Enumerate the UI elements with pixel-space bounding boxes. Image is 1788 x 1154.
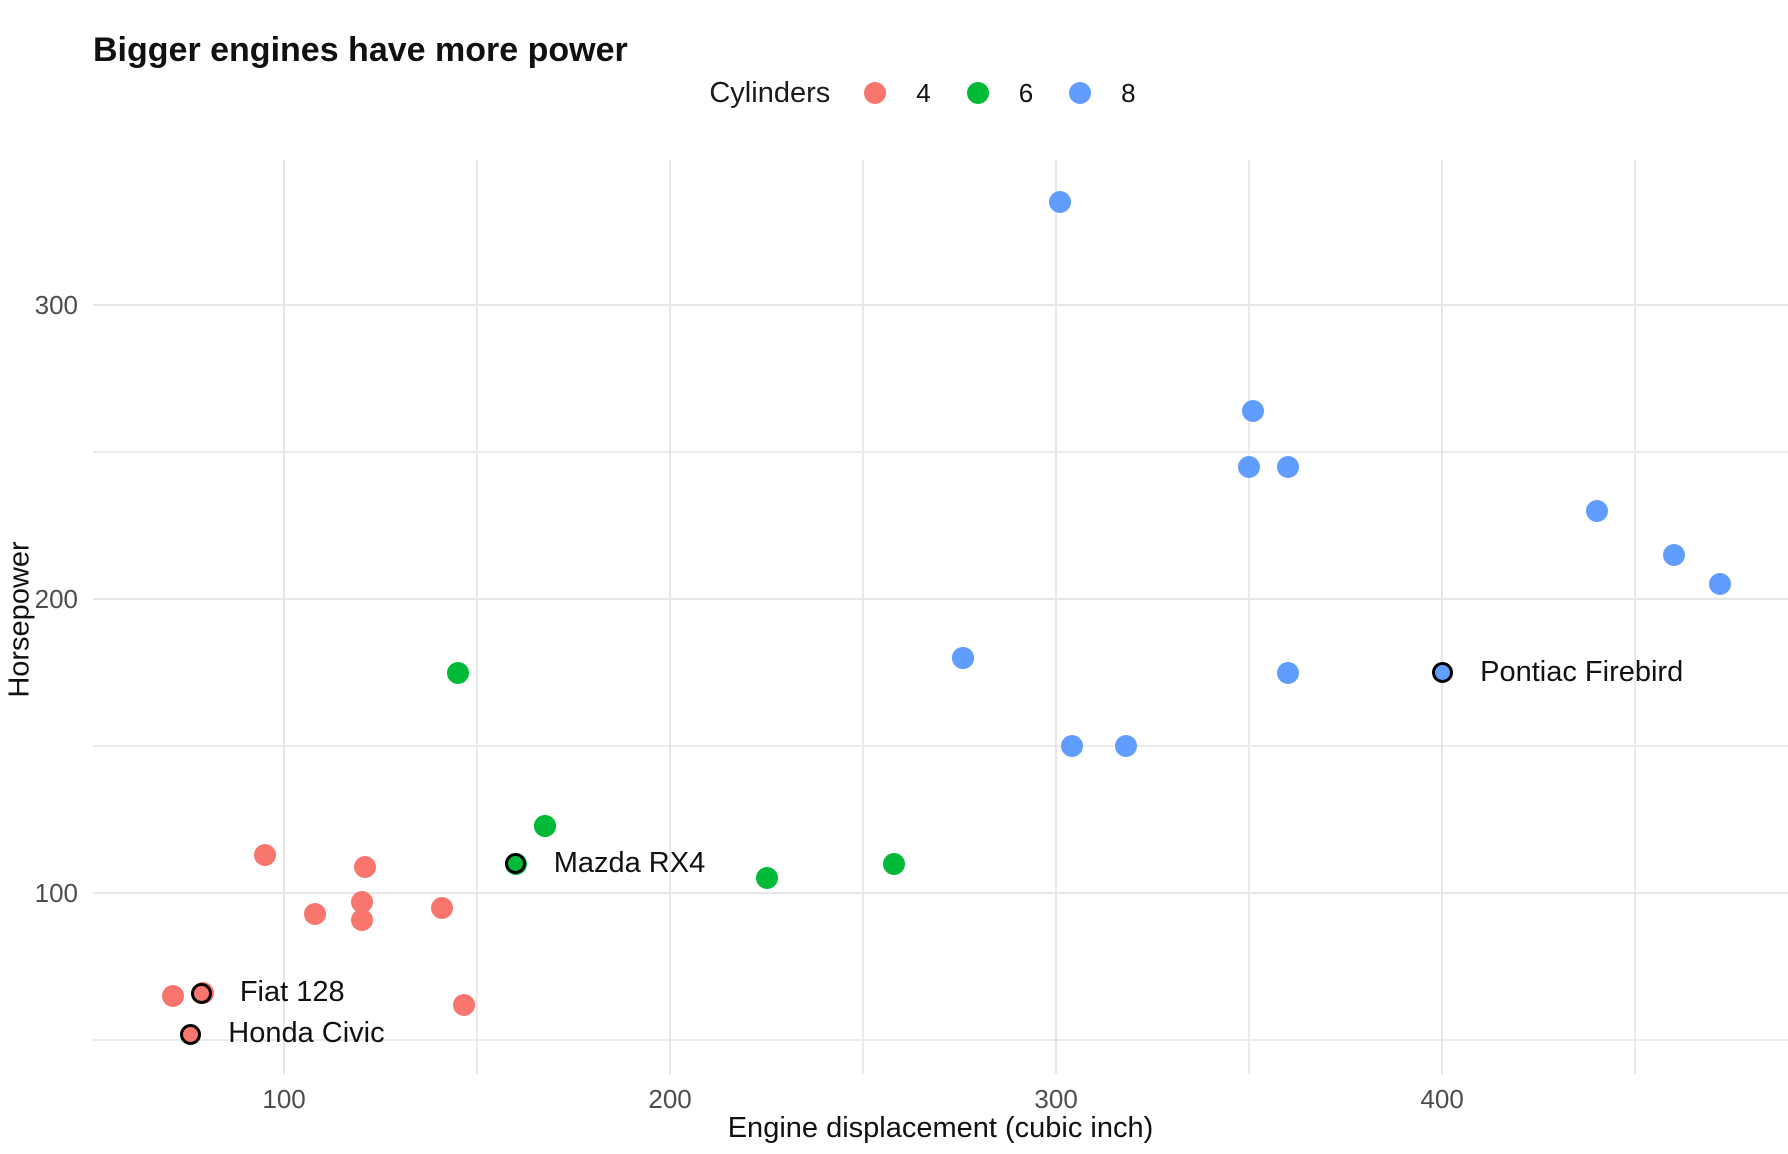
- gridline-x-minor: [1248, 160, 1250, 1074]
- gridline-x-major: [1440, 160, 1444, 1074]
- x-tick-label: 100: [262, 1084, 306, 1114]
- gridline-y-minor: [93, 451, 1788, 453]
- gridline-x-minor: [1634, 160, 1636, 1074]
- x-tick-label: 300: [1034, 1084, 1078, 1114]
- legend-title: Cylinders: [709, 76, 831, 109]
- data-point: [453, 993, 476, 1016]
- legend-dot-icon: [864, 82, 887, 104]
- annotated-point: [179, 1023, 201, 1045]
- legend-dot-icon: [1069, 82, 1092, 104]
- data-point: [1276, 661, 1299, 684]
- data-point: [254, 843, 277, 866]
- legend-item: 8: [1069, 77, 1136, 109]
- legend-item-label: 6: [1018, 77, 1034, 108]
- data-point: [1709, 573, 1732, 596]
- gridline-y-minor: [93, 1039, 1788, 1041]
- data-point: [430, 896, 453, 919]
- gridline-y-minor: [93, 745, 1788, 747]
- x-axis-title: Engine displacement (cubic inch): [727, 1112, 1154, 1144]
- x-tick-label: 200: [648, 1084, 692, 1114]
- legend-item: 6: [966, 77, 1034, 109]
- data-point: [446, 661, 469, 684]
- data-point: [1241, 399, 1264, 422]
- annotation-label: Fiat 128: [239, 976, 345, 1009]
- plot-panel: 100 200 300 400 100 200 300 Mazda RX4 Pontiac Fi…: [35, 160, 1788, 1114]
- y-axis-title: Horsepower: [3, 541, 36, 698]
- y-tick-label: 100: [34, 878, 78, 909]
- annotated-point: [1431, 662, 1453, 684]
- data-point: [351, 908, 374, 931]
- annotation-label: Pontiac Firebird: [1480, 655, 1684, 688]
- data-point: [1060, 735, 1083, 758]
- data-point: [534, 814, 557, 837]
- data-point: [1662, 543, 1685, 566]
- annotation-label: Honda Civic: [228, 1017, 385, 1050]
- gridline-x-minor: [862, 160, 864, 1074]
- gridline-y-major: [93, 597, 1788, 601]
- gridline-x-minor: [476, 160, 478, 1074]
- data-point: [755, 867, 778, 890]
- gridline-y-major: [93, 891, 1788, 895]
- data-point: [1048, 191, 1071, 214]
- x-tick-label: 400: [1420, 1084, 1464, 1114]
- chart-title: Bigger engines have more power: [93, 30, 628, 69]
- data-point: [1585, 499, 1608, 522]
- data-point: [350, 890, 373, 913]
- annotated-point: [505, 853, 527, 875]
- data-point: [1238, 455, 1261, 478]
- annotated-point: [191, 982, 213, 1004]
- gridline-y-major: [93, 303, 1788, 307]
- data-point: [1276, 455, 1299, 478]
- data-point: [161, 985, 184, 1008]
- legend-item-label: 4: [916, 77, 931, 108]
- annotation-label: Mazda RX4: [553, 846, 706, 879]
- y-tick-label: 200: [34, 584, 78, 615]
- legend: Cylinders 4 6 8: [93, 74, 1788, 112]
- legend-item: 4: [864, 77, 931, 109]
- data-point: [354, 855, 377, 878]
- data-point: [1114, 735, 1137, 758]
- gridline-x-major: [668, 160, 672, 1074]
- data-point: [951, 646, 974, 669]
- legend-dot-icon: [966, 82, 989, 104]
- legend-item-label: 8: [1121, 77, 1136, 108]
- data-point: [303, 902, 326, 925]
- gridline-x-major: [1054, 160, 1058, 1074]
- y-tick-label: 300: [34, 289, 78, 320]
- gridline-x-major: [282, 160, 286, 1074]
- data-point: [882, 852, 905, 875]
